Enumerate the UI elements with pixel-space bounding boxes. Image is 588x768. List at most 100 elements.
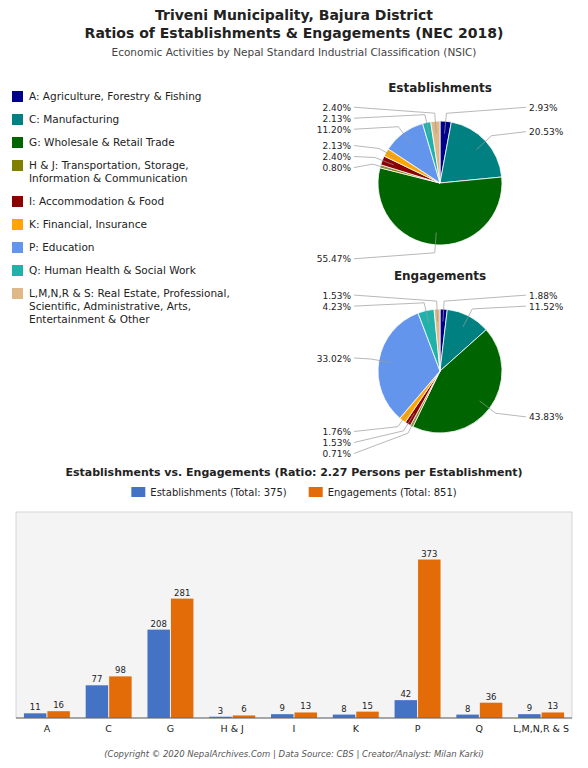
bar [333,715,355,718]
data-label: 1.76% [322,427,351,437]
legend-swatch [12,219,23,230]
data-label: 77 [92,674,103,684]
bar [480,703,502,718]
title-line: Triveni Municipality, Bajura District [155,7,433,23]
pie: Establishments2.93%20.53%55.47%0.80%2.40… [317,81,564,264]
leader-line [354,415,417,453]
leader-line [354,157,394,165]
legend-label: P: Education [29,241,94,253]
legend-label: Establishments (Total: 375) [150,487,286,498]
leader-line [354,410,410,431]
data-label: 2.13% [322,114,351,124]
bar-chart: Establishments vs. Engagements (Ratio: 2… [16,466,572,734]
pie-title: Establishments [388,81,492,95]
data-label: 16 [53,700,64,710]
data-label: 9 [527,703,532,713]
text-line: Entertainment & Other [29,313,150,325]
bar [395,700,417,718]
data-label: 373 [421,549,437,559]
legend-swatch [12,137,23,148]
data-label: 13 [300,701,311,711]
bar [24,713,46,718]
data-label: 8 [341,704,346,714]
leader-line [354,107,436,133]
plot-area [16,512,572,718]
legend-label: G: Wholesale & Retail Trade [29,136,175,148]
legend-label: Q: Human Health & Social Work [29,264,197,276]
legend-label: Engagements (Total: 851) [328,487,457,498]
leader-line [445,107,526,133]
leader-line [480,401,526,417]
pie-title: Engagements [394,269,486,283]
bar [271,714,293,718]
data-label: 2.40% [322,103,351,113]
legend-swatch [12,114,23,125]
leader-line [354,115,429,135]
bar [418,560,440,718]
x-tick-label: Q [476,723,483,734]
data-label: 8 [465,704,470,714]
legend-swatch [12,196,23,207]
legend-label: K: Financial, Insurance [29,218,147,230]
legend-swatch [12,265,23,276]
x-tick-label: C [105,723,112,734]
bar-title: Establishments vs. Engagements (Ratio: 2… [65,466,522,479]
data-label: 2.93% [529,103,558,113]
pie-slice [431,121,440,183]
subtitle: Economic Activities by Nepal Standard In… [112,46,477,58]
legend-label: C: Manufacturing [29,113,119,125]
legend-swatch [12,160,23,171]
leader-line [354,295,438,321]
leader-line [354,303,429,323]
data-label: 20.53% [529,127,564,137]
bar [518,714,540,718]
leader-line [354,146,397,159]
legend: A: Agriculture, Forestry & Fishing C: Man… [12,90,230,325]
bar [47,711,69,718]
x-axis [16,718,572,719]
x-tick-label: L,M,N,R & S [513,723,569,734]
leader-line [354,164,392,169]
data-label: 42 [400,689,411,699]
chart: Triveni Municipality, Bajura District Rat… [0,0,588,768]
legend-swatch [12,288,23,299]
legend-label: I: Accommodation & Food [29,195,164,207]
data-labels: 111677982082813691381542373836913 [30,549,559,716]
data-label: 2.13% [322,141,351,151]
data-label: 98 [115,665,126,675]
leader-line [354,127,411,143]
pie-slice [440,122,502,183]
data-label: 11 [30,702,41,712]
bar [295,712,317,718]
x-tick-label: G [167,723,174,734]
pie-slice [418,309,440,371]
bar [147,630,169,718]
legend-swatch [12,91,23,102]
data-label: 36 [486,692,497,702]
data-label: 281 [174,588,190,598]
leader-line [354,358,391,363]
footer: (Copyright © 2020 NepalArchives.Com | Da… [104,749,484,759]
data-label: 1.88% [529,291,558,301]
bars [24,560,564,718]
title: Triveni Municipality, Bajura District Rat… [85,7,504,41]
x-tick-label: P [415,723,421,734]
title-line: Ratios of Establishments & Engagements (… [85,25,504,41]
legend-label: A: Agriculture, Forestry & Fishing [29,90,201,102]
data-label: 13 [547,701,558,711]
data-label: 0.71% [322,449,351,459]
text-line: L,M,N,R & S: Real Estate, Professional, [29,287,230,299]
leader-line [463,306,526,327]
bar [109,676,131,718]
data-label: 11.52% [529,302,564,312]
data-label: 1.53% [322,291,351,301]
bar [456,715,478,718]
bar [356,712,378,718]
data-label: 55.47% [317,254,352,264]
data-label: 4.23% [322,302,351,312]
data-label: 2.40% [322,152,351,162]
data-label: 9 [280,703,285,713]
leader-line [477,132,526,150]
x-tick-label: A [44,723,51,734]
bar [542,712,564,718]
